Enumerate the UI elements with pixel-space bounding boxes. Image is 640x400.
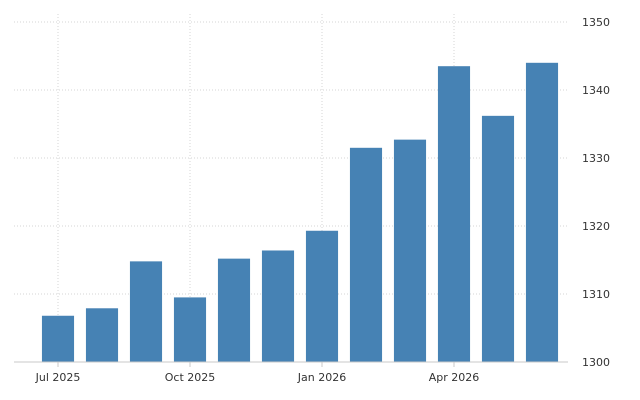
y-tick-label: 1330 — [582, 152, 610, 165]
bars — [41, 62, 559, 363]
bar — [129, 261, 163, 362]
y-axis-ticks: 1300 1310 1320 1330 1340 1350 — [582, 16, 610, 369]
x-tick-label: Jul 2025 — [35, 371, 81, 384]
y-tick-label: 1320 — [582, 220, 610, 233]
bar — [393, 139, 427, 362]
bar — [437, 66, 471, 362]
x-axis-ticks: Jul 2025 Oct 2025 Jan 2026 Apr 2026 — [35, 362, 480, 384]
bar — [261, 250, 295, 362]
y-tick-label: 1310 — [582, 288, 610, 301]
x-tick-label: Jan 2026 — [297, 371, 346, 384]
bar — [349, 147, 383, 362]
x-tick-label: Oct 2025 — [165, 371, 216, 384]
bar — [41, 315, 75, 362]
bar — [481, 115, 515, 362]
bar — [305, 230, 339, 362]
y-tick-label: 1300 — [582, 356, 610, 369]
bar — [173, 297, 207, 362]
bar — [217, 258, 251, 362]
bar — [85, 308, 119, 362]
y-tick-label: 1350 — [582, 16, 610, 29]
y-tick-label: 1340 — [582, 84, 610, 97]
x-tick-label: Apr 2026 — [429, 371, 480, 384]
bar — [525, 62, 559, 363]
